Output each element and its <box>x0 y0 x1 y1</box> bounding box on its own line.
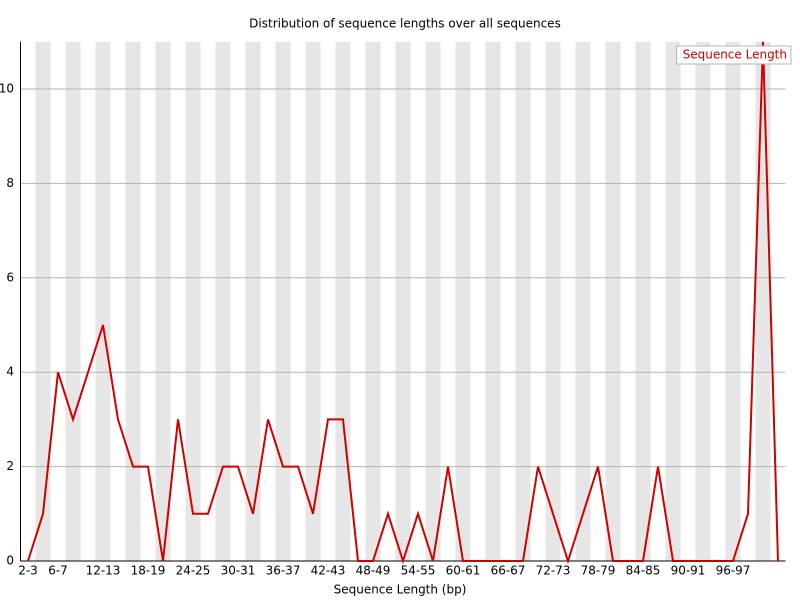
stripe <box>425 41 441 562</box>
x-tick-label: 36-37 <box>266 564 301 578</box>
x-tick-label: 42-43 <box>311 564 346 578</box>
stripe <box>575 41 591 562</box>
x-tick-label: 18-19 <box>131 564 166 578</box>
stripe <box>245 41 261 562</box>
y-tick-label: 10 <box>0 82 14 96</box>
stripe <box>485 41 501 562</box>
chart-title: Distribution of sequence lengths over al… <box>249 17 561 31</box>
x-tick-label: 2-3 <box>18 564 38 578</box>
y-tick-label: 8 <box>6 176 14 190</box>
stripe <box>95 41 111 562</box>
stripe <box>515 41 531 562</box>
stripe <box>155 41 171 562</box>
x-tick-label: 78-79 <box>581 564 616 578</box>
stripe <box>125 41 141 562</box>
y-tick-label: 2 <box>6 459 14 473</box>
stripe <box>665 41 681 562</box>
stripe <box>365 41 381 562</box>
x-tick-label: 90-91 <box>671 564 706 578</box>
stripe <box>455 41 471 562</box>
line-series <box>27 41 779 565</box>
x-tick-label: 66-67 <box>491 564 526 578</box>
x-tick-label: 6-7 <box>48 564 68 578</box>
stripe <box>35 41 51 562</box>
y-tick-label: 6 <box>6 270 14 284</box>
x-tick-label: 54-55 <box>401 564 436 578</box>
stripe <box>755 41 771 562</box>
y-tick-label: 0 <box>6 554 14 568</box>
stripe <box>545 41 561 562</box>
stripe <box>305 41 321 562</box>
x-tick-label: 96-97 <box>716 564 751 578</box>
stripe <box>65 41 81 562</box>
stripe <box>335 41 351 562</box>
y-tick-label: 4 <box>6 365 14 379</box>
x-tick-label: 12-13 <box>86 564 121 578</box>
stripe <box>605 41 621 562</box>
legend-label: Sequence Length <box>683 48 787 62</box>
x-tick-label: 84-85 <box>626 564 661 578</box>
x-tick-label: 72-73 <box>536 564 571 578</box>
x-tick-label: 48-49 <box>356 564 391 578</box>
stripe <box>395 41 411 562</box>
legend-box <box>676 45 792 65</box>
stripe <box>275 41 291 562</box>
x-tick-label: 24-25 <box>176 564 211 578</box>
stripe <box>185 41 201 562</box>
stripe <box>725 41 741 562</box>
x-axis-label: Sequence Length (bp) <box>334 583 467 597</box>
stripe <box>695 41 711 562</box>
x-tick-label: 30-31 <box>221 564 256 578</box>
stripe <box>635 41 651 562</box>
x-tick-label: 60-61 <box>446 564 481 578</box>
stripe <box>215 41 231 562</box>
